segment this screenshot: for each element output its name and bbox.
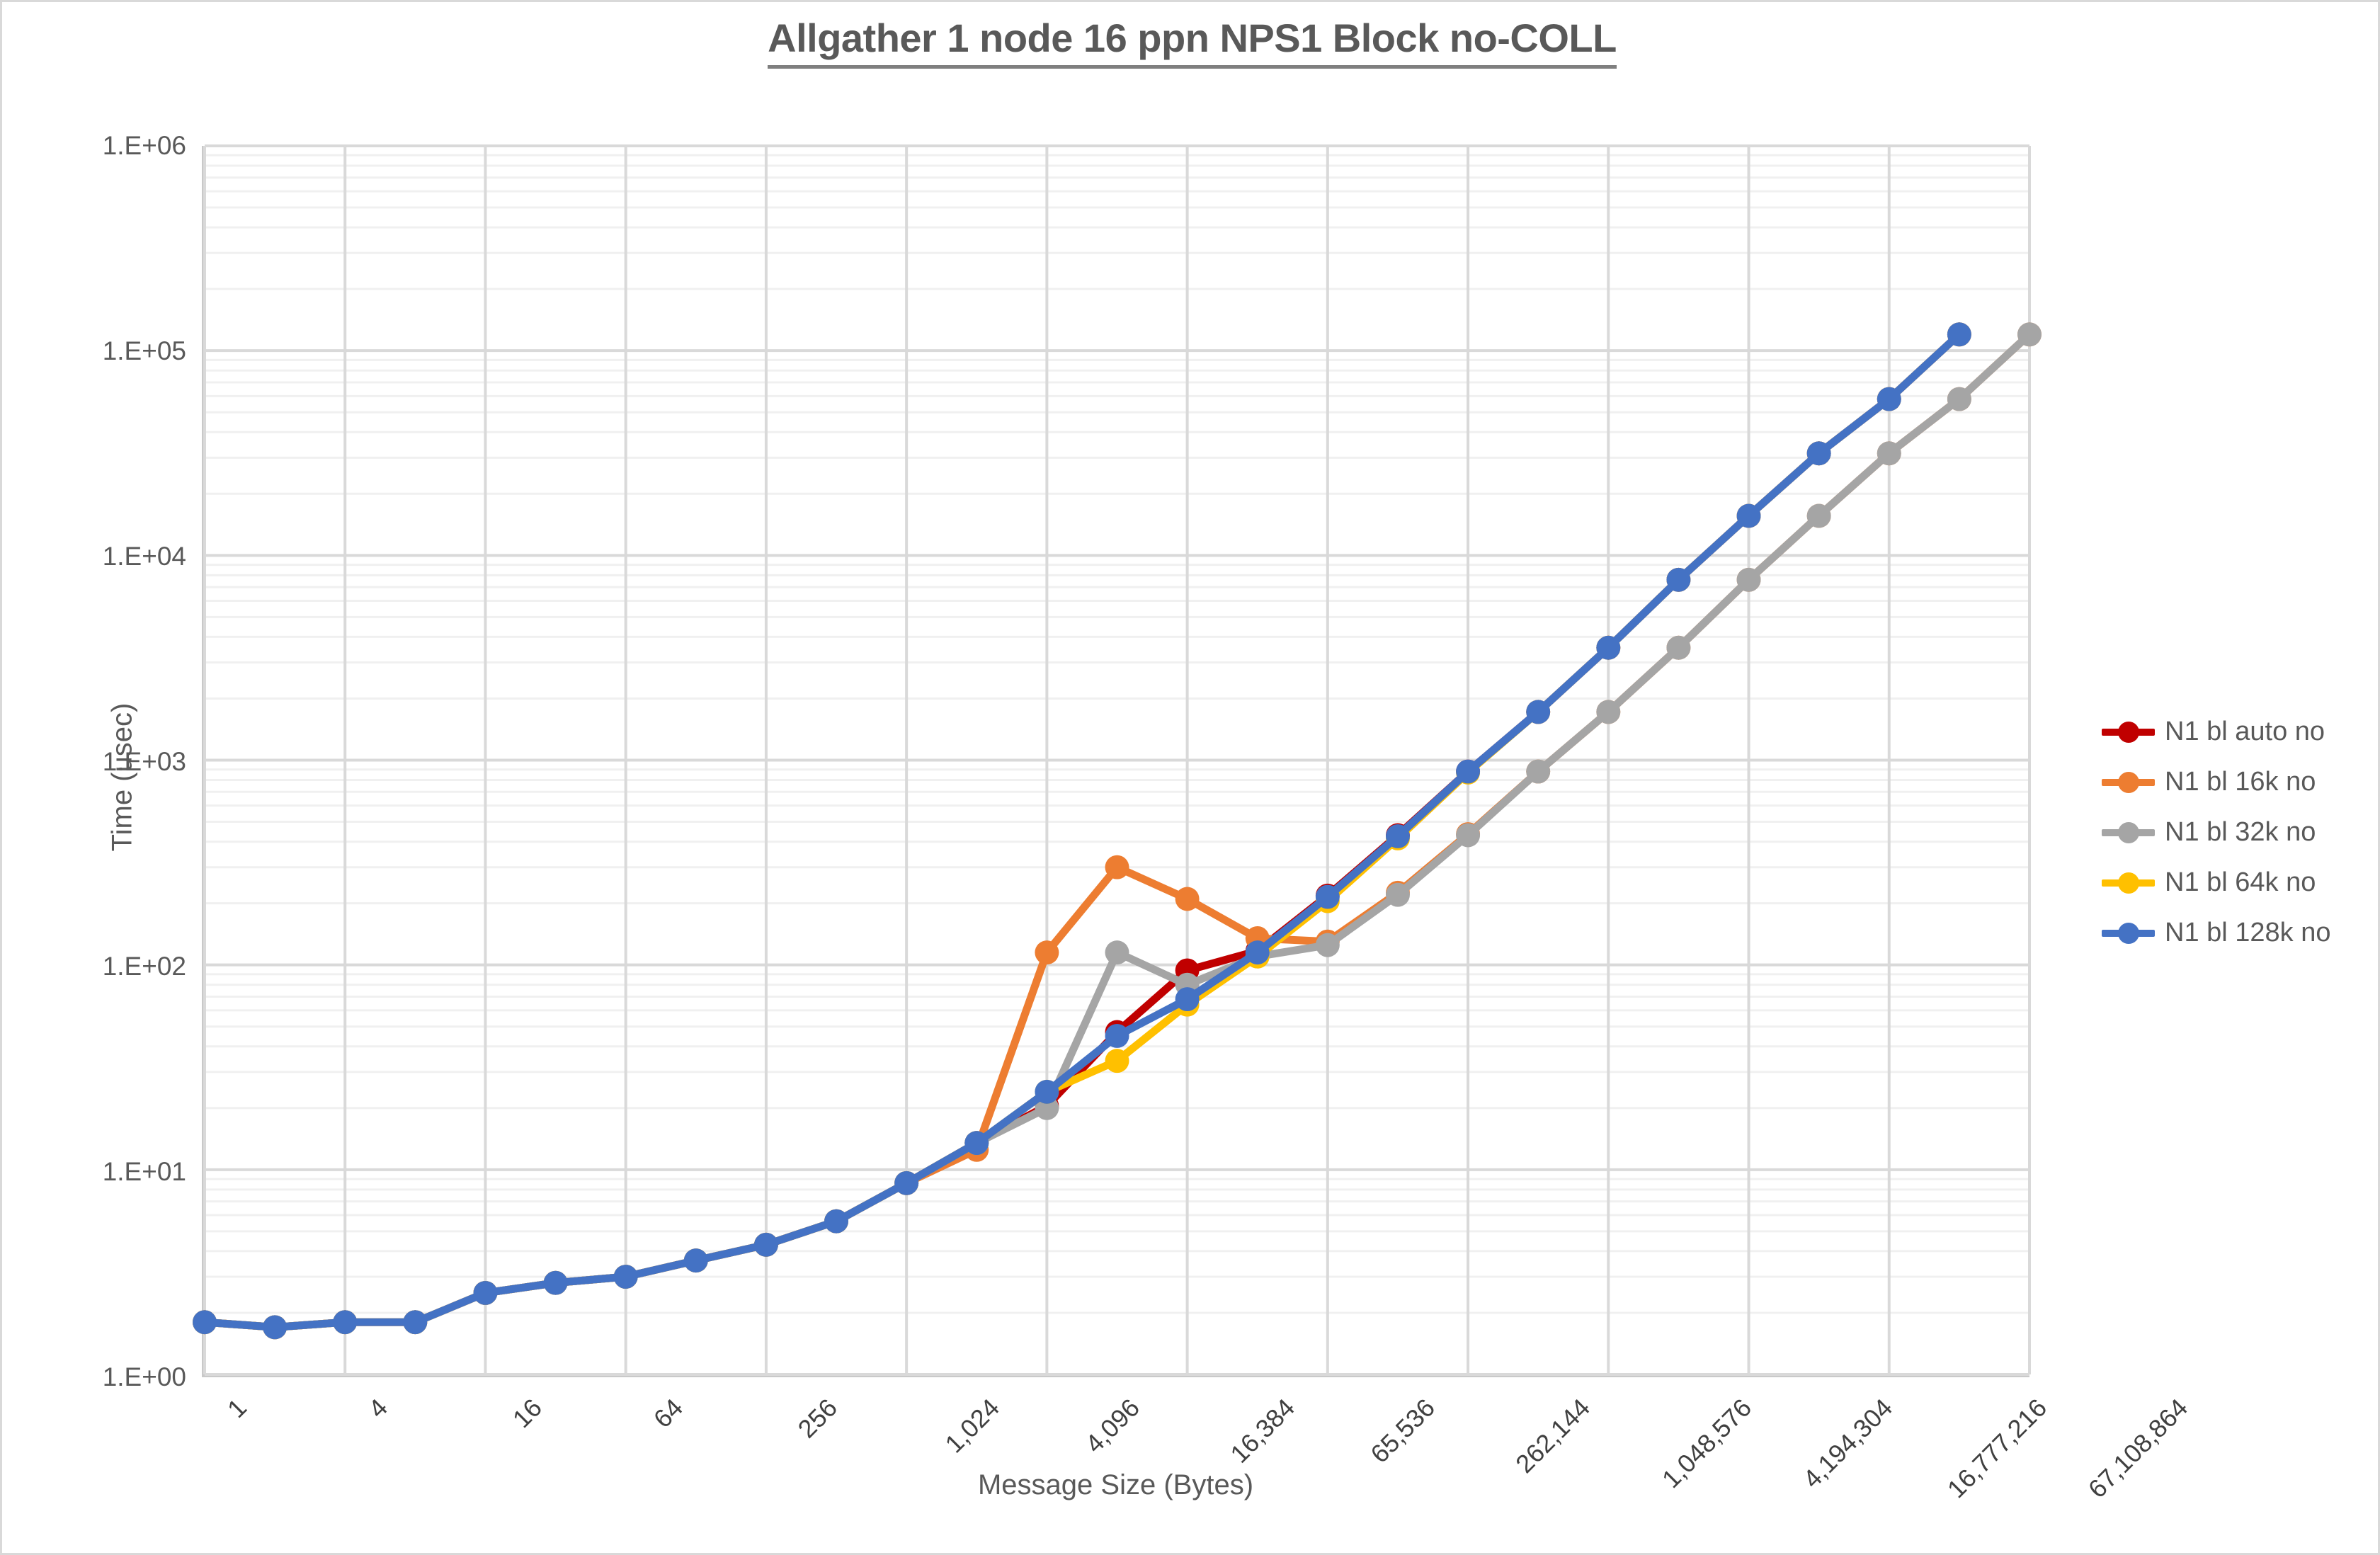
data-point-marker bbox=[1666, 635, 1691, 660]
chart-title-text: Allgather 1 node 16 ppn NPS1 Block no-CO… bbox=[768, 15, 1617, 69]
data-point-marker bbox=[263, 1315, 287, 1340]
series-n1-bl-64k-no bbox=[193, 322, 1971, 1340]
legend-marker-dot bbox=[2117, 872, 2139, 894]
legend-item-n1-bl-auto-no[interactable]: N1 bl auto no bbox=[2102, 707, 2364, 757]
x-axis-tick-label: 64 bbox=[647, 1393, 688, 1434]
data-point-marker bbox=[333, 1310, 358, 1335]
y-axis-tick-label: 1.E+01 bbox=[102, 1157, 186, 1187]
data-point-marker bbox=[1806, 503, 1831, 528]
line-marker-icon bbox=[2102, 770, 2155, 794]
legend-item-label: N1 bl 16k no bbox=[2165, 767, 2316, 797]
series-n1-bl-16k-no bbox=[193, 322, 2042, 1340]
data-point-marker bbox=[683, 1248, 708, 1273]
data-point-marker bbox=[1736, 567, 1761, 592]
legend-marker-dot bbox=[2117, 721, 2139, 743]
y-axis-title: Time (usec) bbox=[106, 702, 138, 852]
legend-marker-dot bbox=[2117, 922, 2139, 944]
data-point-marker bbox=[1385, 824, 1410, 848]
series-n1-bl-auto-no bbox=[193, 322, 1971, 1340]
data-point-marker bbox=[1596, 635, 1621, 660]
legend-item-n1-bl-64k-no[interactable]: N1 bl 64k no bbox=[2102, 858, 2364, 908]
y-axis-tick-label: 1.E+05 bbox=[102, 336, 186, 365]
data-point-marker bbox=[1105, 940, 1129, 965]
data-point-marker bbox=[1736, 503, 1761, 528]
data-point-marker bbox=[1526, 700, 1551, 724]
chart-title: Allgather 1 node 16 ppn NPS1 Block no-CO… bbox=[2, 15, 2380, 69]
x-axis-title: Message Size (Bytes) bbox=[977, 1469, 1254, 1500]
y-axis-tick-label: 1.E+03 bbox=[102, 746, 186, 776]
y-axis-tick-label: 1.E+04 bbox=[102, 541, 186, 571]
data-point-marker bbox=[1105, 1023, 1129, 1048]
data-point-marker bbox=[1175, 887, 1200, 911]
x-axis-tick-label: 67,108,864 bbox=[2082, 1393, 2194, 1504]
data-point-marker bbox=[473, 1280, 498, 1305]
data-point-marker bbox=[1877, 441, 1901, 466]
line-marker-icon bbox=[2102, 821, 2155, 845]
data-point-marker bbox=[2017, 322, 2042, 347]
data-point-marker bbox=[1456, 759, 1481, 784]
legend-item-n1-bl-32k-no[interactable]: N1 bl 32k no bbox=[2102, 807, 2364, 858]
data-point-marker bbox=[1666, 567, 1691, 592]
data-point-marker bbox=[1315, 884, 1340, 909]
plot-area bbox=[193, 146, 2042, 1377]
data-point-marker bbox=[1175, 987, 1200, 1012]
x-axis-tick-label: 16,384 bbox=[1224, 1393, 1300, 1469]
data-point-marker bbox=[193, 1310, 217, 1335]
series-n1-bl-128k-no bbox=[193, 322, 1971, 1340]
legend-item-label: N1 bl 64k no bbox=[2165, 867, 2316, 897]
data-point-marker bbox=[1385, 882, 1410, 907]
data-point-marker bbox=[1596, 700, 1621, 724]
data-point-marker bbox=[964, 1131, 989, 1156]
line-marker-icon bbox=[2102, 720, 2155, 744]
data-point-marker bbox=[894, 1170, 919, 1195]
data-point-marker bbox=[1947, 322, 1971, 347]
legend-item-label: N1 bl auto no bbox=[2165, 717, 2325, 746]
x-axis-tick-label: 1 bbox=[221, 1393, 253, 1424]
line-marker-icon bbox=[2102, 871, 2155, 895]
x-axis-tick-label: 4 bbox=[362, 1393, 393, 1424]
x-axis-tick-label: 16 bbox=[506, 1393, 548, 1434]
data-point-marker bbox=[403, 1310, 428, 1335]
legend-item-label: N1 bl 128k no bbox=[2165, 918, 2331, 947]
chart-legend: N1 bl auto no N1 bl 16k no N1 bl 32k no N1 … bbox=[2102, 707, 2364, 958]
data-point-marker bbox=[1877, 387, 1901, 411]
y-axis-tick-label: 1.E+02 bbox=[102, 952, 186, 981]
legend-marker-dot bbox=[2117, 821, 2139, 843]
legend-marker-dot bbox=[2117, 771, 2139, 793]
data-point-marker bbox=[1035, 940, 1059, 965]
legend-item-label: N1 bl 32k no bbox=[2165, 817, 2316, 847]
data-point-marker bbox=[1806, 441, 1831, 466]
legend-item-n1-bl-128k-no[interactable]: N1 bl 128k no bbox=[2102, 908, 2364, 958]
data-point-marker bbox=[1105, 855, 1129, 879]
data-point-marker bbox=[753, 1232, 778, 1257]
data-point-marker bbox=[543, 1270, 568, 1295]
series-line bbox=[200, 330, 1964, 1331]
x-axis-tick-label: 4,096 bbox=[1079, 1393, 1146, 1459]
data-point-marker bbox=[1105, 1049, 1129, 1073]
data-point-marker bbox=[1315, 933, 1340, 957]
data-series-layer bbox=[193, 322, 2042, 1340]
data-point-marker bbox=[1526, 759, 1551, 784]
line-marker-icon bbox=[2102, 921, 2155, 945]
data-point-marker bbox=[1245, 940, 1270, 965]
x-axis-tick-label: 256 bbox=[792, 1393, 843, 1444]
series-line bbox=[200, 330, 2034, 1331]
data-point-marker bbox=[824, 1209, 849, 1234]
series-n1-bl-32k-no bbox=[193, 322, 2042, 1340]
y-axis-tick-label: 1.E+06 bbox=[102, 131, 186, 160]
legend-item-n1-bl-16k-no[interactable]: N1 bl 16k no bbox=[2102, 757, 2364, 807]
series-line bbox=[200, 330, 1964, 1331]
y-axis-tick-label: 1.E+00 bbox=[102, 1362, 186, 1391]
data-point-marker bbox=[613, 1265, 638, 1289]
x-axis-tick-label: 262,144 bbox=[1509, 1393, 1595, 1479]
x-axis-tick-label: 65,536 bbox=[1365, 1393, 1441, 1469]
series-line bbox=[200, 330, 2034, 1331]
gridlines bbox=[205, 146, 2029, 1374]
data-point-marker bbox=[1947, 387, 1971, 411]
data-point-marker bbox=[1035, 1079, 1059, 1104]
x-axis-tick-label: 1,024 bbox=[939, 1393, 1005, 1459]
series-line bbox=[200, 330, 1964, 1331]
data-point-marker bbox=[1456, 823, 1481, 848]
